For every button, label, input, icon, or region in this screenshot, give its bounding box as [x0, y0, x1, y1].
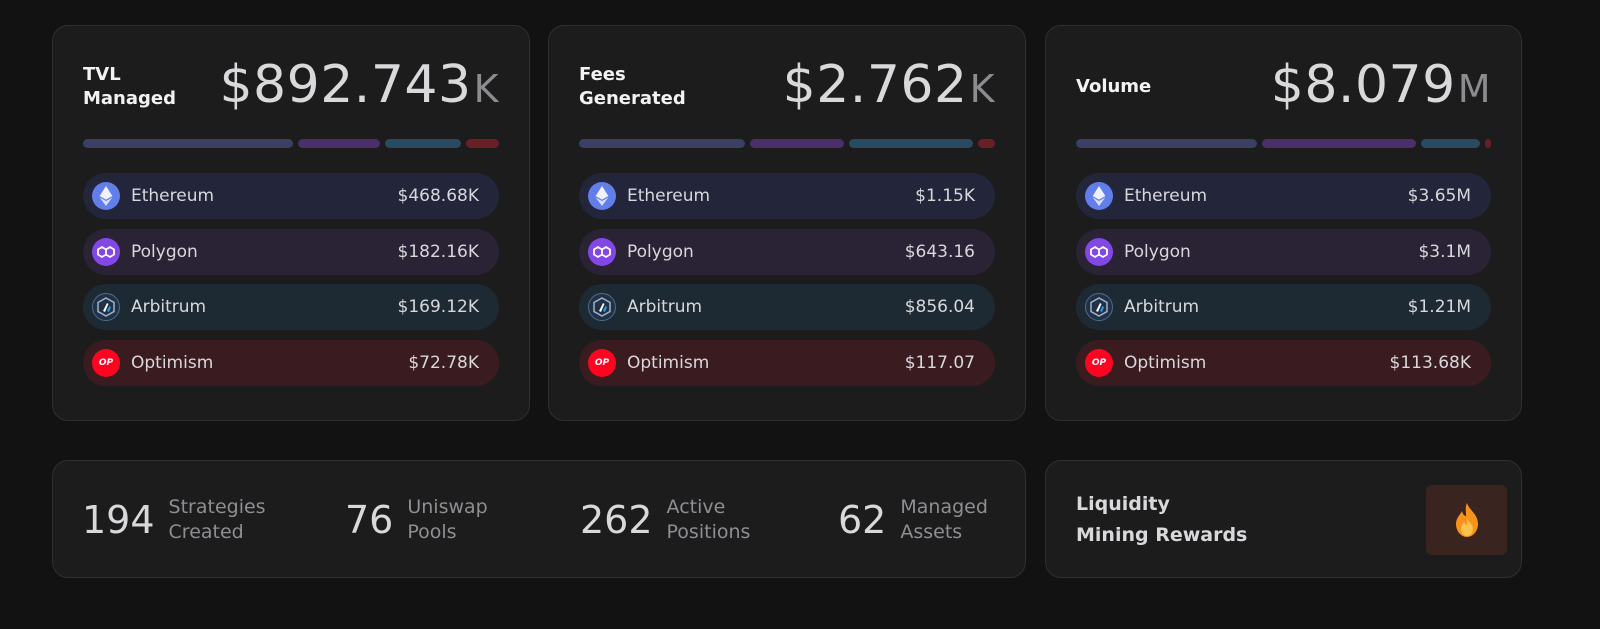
card-header: TVL Managed $892.743K [83, 54, 499, 120]
card-header: Fees Generated $2.762K [579, 54, 995, 120]
stat-assets: 62 Managed Assets [838, 461, 988, 579]
card-title: Volume [1076, 76, 1152, 97]
chain-name: Ethereum [627, 186, 711, 206]
optimism-icon: OP [1085, 348, 1113, 377]
chain-value: $468.68K [397, 186, 479, 206]
polygon-segment [298, 139, 381, 148]
ethereum-segment [1076, 139, 1258, 148]
optimism-segment [1485, 139, 1491, 148]
polygon-icon [92, 237, 120, 266]
chain-name: Ethereum [1124, 186, 1208, 206]
chain-name: Arbitrum [131, 297, 207, 317]
chain-row-optimism: OP Optimism $117.07 [579, 339, 995, 386]
ethereum-segment [83, 139, 294, 148]
arbitrum-icon [588, 293, 616, 321]
fees-value: $2.762K [782, 55, 995, 115]
value-suffix: M [1457, 67, 1491, 111]
chain-distribution-bar [83, 139, 499, 148]
chain-row-ethereum: Ethereum $3.65M [1076, 173, 1491, 219]
stat-number: 76 [345, 498, 394, 542]
chain-row-optimism: OP Optimism $113.68K [1076, 339, 1491, 386]
arbitrum-segment [1420, 139, 1481, 148]
stat-label: Strategies Created [168, 496, 266, 543]
stat-label: Uniswap Pools [407, 496, 488, 543]
volume-card: Volume $8.079M Ethereum $3.65M Polygon $… [1045, 25, 1522, 421]
stat-pools: 76 Uniswap Pools [345, 461, 488, 579]
tvl-managed-card: TVL Managed $892.743K Ethereum $468.68K … [52, 25, 530, 421]
chain-name: Polygon [627, 241, 694, 262]
optimism-icon: OP [92, 348, 120, 377]
chain-breakdown-list: Ethereum $1.15K Polygon $643.16 Arbitrum… [579, 173, 995, 395]
chain-row-polygon: Polygon $182.16K [83, 228, 499, 275]
ethereum-icon [1085, 182, 1113, 210]
chain-distribution-bar [579, 139, 995, 148]
protocol-stats-card: 194 Strategies Created 76 Uniswap Pools … [52, 460, 1026, 578]
rewards-title: Liquidity Mining Rewards [1076, 493, 1248, 546]
polygon-icon [1085, 237, 1113, 266]
card-title: TVL Managed [83, 64, 176, 109]
chain-value: $182.16K [397, 241, 479, 262]
chain-name: Optimism [1124, 352, 1207, 373]
chain-value: $72.78K [408, 352, 479, 373]
optimism-segment [466, 139, 499, 148]
chain-row-arbitrum: Arbitrum $169.12K [83, 284, 499, 330]
chain-value: $1.21M [1407, 297, 1471, 317]
optimism-icon: OP [588, 348, 616, 377]
stat-strategies: 194 Strategies Created [82, 461, 266, 579]
chain-value: $3.65M [1407, 186, 1471, 206]
polygon-icon [588, 237, 616, 266]
chain-row-optimism: OP Optimism $72.78K [83, 339, 499, 386]
chain-row-arbitrum: Arbitrum $856.04 [579, 284, 995, 330]
chain-row-ethereum: Ethereum $1.15K [579, 173, 995, 219]
ethereum-segment [579, 139, 746, 148]
stat-number: 262 [580, 498, 653, 542]
chain-value: $169.12K [397, 297, 479, 317]
ethereum-icon [588, 182, 616, 210]
fees-generated-card: Fees Generated $2.762K Ethereum $1.15K P… [548, 25, 1026, 421]
arbitrum-icon [92, 293, 120, 321]
arbitrum-segment [385, 139, 462, 148]
liquidity-mining-rewards-card[interactable]: Liquidity Mining Rewards [1045, 460, 1522, 578]
chain-name: Optimism [627, 352, 710, 373]
chain-distribution-bar [1076, 139, 1491, 148]
ethereum-icon [92, 182, 120, 210]
stat-positions: 262 Active Positions [580, 461, 750, 579]
value-suffix: K [473, 67, 499, 111]
chain-row-polygon: Polygon $3.1M [1076, 228, 1491, 275]
chain-breakdown-list: Ethereum $468.68K Polygon $182.16K Arbit… [83, 173, 499, 395]
chain-value: $3.1M [1418, 241, 1471, 262]
chain-value: $856.04 [904, 297, 975, 317]
chain-row-ethereum: Ethereum $468.68K [83, 173, 499, 219]
chain-name: Ethereum [131, 186, 215, 206]
chain-name: Polygon [131, 241, 198, 262]
stat-label: Active Positions [666, 496, 751, 543]
chain-name: Arbitrum [627, 297, 703, 317]
card-title: Fees Generated [579, 64, 686, 109]
chain-value: $1.15K [915, 186, 975, 206]
chain-name: Polygon [1124, 241, 1191, 262]
polygon-segment [750, 139, 844, 148]
volume-value: $8.079M [1270, 55, 1491, 115]
card-header: Volume $8.079M [1076, 54, 1491, 120]
value-suffix: K [969, 67, 995, 111]
flame-icon [1426, 485, 1507, 555]
chain-name: Arbitrum [1124, 297, 1200, 317]
stat-label: Managed Assets [900, 496, 988, 543]
arbitrum-icon [1085, 293, 1113, 321]
arbitrum-segment [848, 139, 974, 148]
tvl-value: $892.743K [219, 55, 499, 115]
chain-value: $643.16 [904, 241, 975, 262]
chain-name: Optimism [131, 352, 214, 373]
stat-number: 62 [838, 498, 887, 542]
stat-number: 194 [82, 498, 155, 542]
optimism-segment [978, 139, 995, 148]
chain-row-polygon: Polygon $643.16 [579, 228, 995, 275]
polygon-segment [1262, 139, 1416, 148]
chain-value: $113.68K [1389, 352, 1471, 373]
chain-value: $117.07 [904, 352, 975, 373]
chain-row-arbitrum: Arbitrum $1.21M [1076, 284, 1491, 330]
chain-breakdown-list: Ethereum $3.65M Polygon $3.1M Arbitrum $… [1076, 173, 1491, 395]
